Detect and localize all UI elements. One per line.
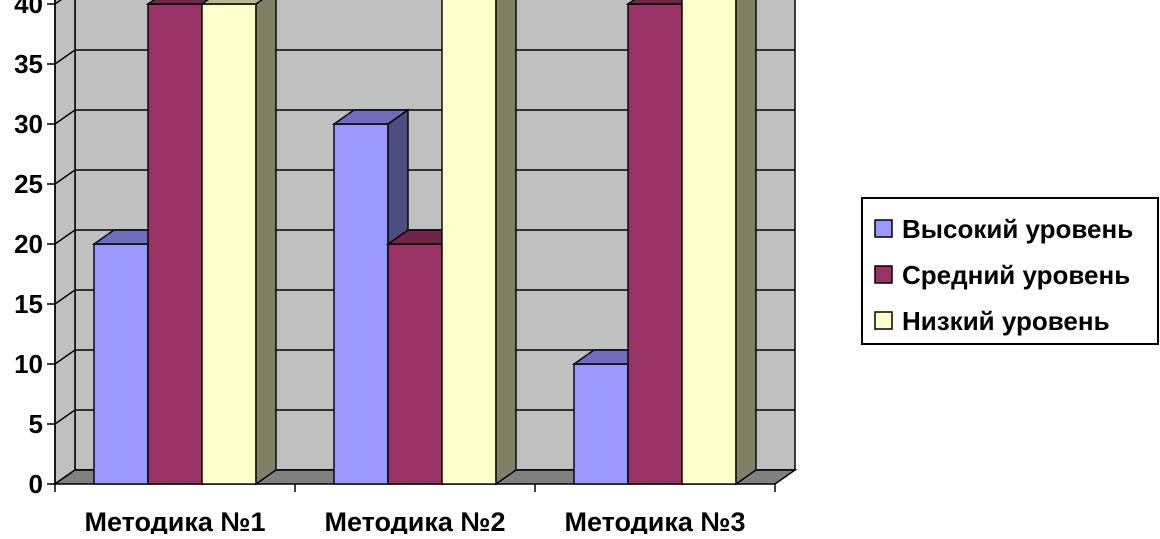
gridline bbox=[54, 409, 795, 425]
y-tick-label: 0 bbox=[29, 469, 43, 499]
bar-side bbox=[735, 0, 757, 486]
y-tick-label: 15 bbox=[14, 289, 43, 319]
x-tick-label: Методика №3 bbox=[564, 507, 745, 534]
legend-label: Высокий уровень bbox=[902, 214, 1133, 244]
gridline bbox=[54, 109, 795, 125]
legend: Высокий уровень Средний уровень Низкий уро… bbox=[861, 197, 1159, 345]
bar-side bbox=[495, 0, 517, 486]
bar-top bbox=[625, 0, 689, 5]
y-tick-label: 40 bbox=[14, 0, 43, 19]
legend-label: Низкий уровень bbox=[902, 306, 1110, 336]
y-tick-label: 10 bbox=[14, 349, 43, 379]
gridline bbox=[54, 229, 795, 245]
bar-front bbox=[93, 243, 149, 485]
x-tick-label: Методика №1 bbox=[84, 507, 265, 534]
bar bbox=[441, 0, 517, 486]
x-tick-label: Методика №2 bbox=[324, 507, 505, 534]
bar bbox=[199, 0, 277, 486]
legend-swatch bbox=[874, 311, 893, 330]
bar-front bbox=[627, 3, 683, 485]
axes: 05101520253035404550Методика №1Методика … bbox=[14, 0, 776, 537]
bar-front bbox=[147, 3, 203, 485]
legend-label: Средний уровень bbox=[902, 260, 1130, 290]
bar-front bbox=[387, 243, 443, 485]
bar-top bbox=[145, 0, 209, 5]
legend-swatch bbox=[874, 219, 893, 238]
bar-front bbox=[333, 123, 389, 485]
y-tick-label: 35 bbox=[14, 49, 43, 79]
bar-side bbox=[255, 0, 277, 486]
bars bbox=[91, 0, 757, 486]
bar-top bbox=[199, 0, 263, 5]
y-tick-label: 5 bbox=[29, 409, 43, 439]
y-tick-label: 30 bbox=[14, 109, 43, 139]
gridline bbox=[54, 349, 795, 365]
y-tick-label: 25 bbox=[14, 169, 43, 199]
gridline bbox=[54, 169, 795, 185]
gridlines bbox=[54, 0, 795, 485]
bar-front bbox=[573, 363, 629, 485]
bar-front bbox=[201, 3, 257, 485]
gridline bbox=[54, 49, 795, 65]
legend-swatch bbox=[874, 265, 893, 284]
gridline bbox=[54, 289, 795, 305]
bar-front bbox=[681, 0, 737, 485]
bar bbox=[681, 0, 757, 486]
y-tick-label: 20 bbox=[14, 229, 43, 259]
bar-front bbox=[441, 0, 497, 485]
legend-box bbox=[861, 197, 1159, 345]
